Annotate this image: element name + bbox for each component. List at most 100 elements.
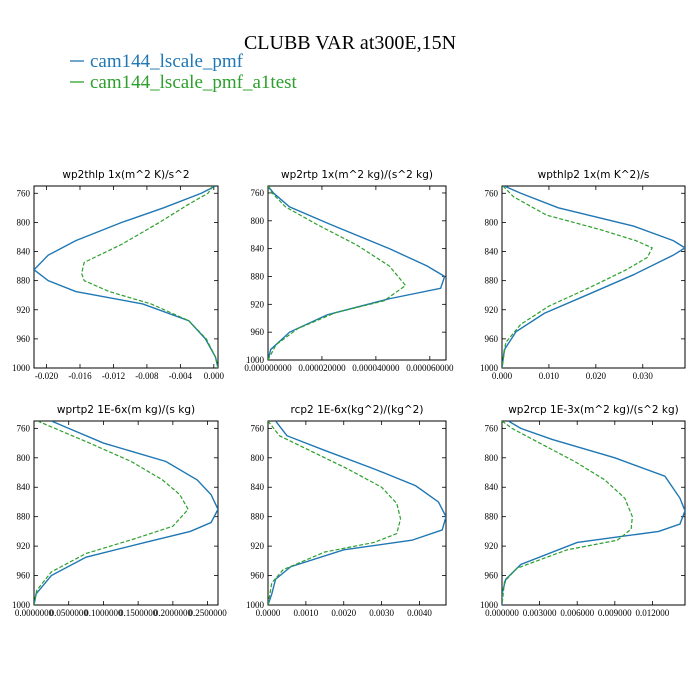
panel-title: rcp2 1E-6x(kg^2)/(kg^2) (291, 404, 424, 416)
panel-title: wp2rcp 1E-3x(m^2 kg)/(s^2 kg) (508, 404, 679, 416)
y-tick-label: 960 (17, 334, 31, 344)
x-tick-label: 0.000000 (485, 608, 519, 618)
x-tick-label: 0.2000000 (154, 608, 193, 618)
x-tick-label: 0.0010 (293, 608, 318, 618)
y-tick-label: 1000 (12, 363, 31, 373)
y-tick-label: 800 (251, 453, 265, 463)
x-tick-label: -0.008 (135, 371, 159, 381)
y-tick-label: 880 (485, 276, 499, 286)
y-tick-label: 880 (251, 271, 265, 281)
x-tick-label: 0.2500000 (188, 608, 227, 618)
plot-frame (33, 185, 219, 369)
figure-title: CLUBB VAR at300E,15N (244, 32, 456, 54)
panels: wp2thlp 1x(m^2 K)/s^2 760 800 840 880 920 960 1… (12, 169, 686, 618)
panel-6: wp2rcp 1E-3x(m^2 kg)/(s^2 kg) 760 800 840 88… (480, 404, 686, 618)
panel-title: wp2rtp 1x(m^2 kg)/(s^2 kg) (281, 169, 433, 181)
y-tick-label: 840 (485, 482, 499, 492)
y-tick-label: 880 (485, 512, 499, 522)
x-tick-label: 0.0020 (331, 608, 356, 618)
y-tick-label: 840 (17, 482, 31, 492)
y-tick-label: 960 (251, 327, 265, 337)
x-tick-label: 0.0040 (407, 608, 432, 618)
y-tick-label: 800 (485, 217, 499, 227)
series-line-2 (81, 186, 218, 368)
series-line-2 (34, 421, 189, 605)
y-tick-label: 1000 (480, 363, 499, 373)
series-line-1 (34, 421, 218, 605)
y-tick-label: 920 (17, 541, 31, 551)
y-tick-label: 960 (17, 571, 31, 581)
panel-title: wprtp2 1E-6x(m kg)/(s kg) (57, 404, 195, 416)
x-tick-label: -0.012 (102, 371, 125, 381)
y-tick-label: 800 (251, 216, 265, 226)
y-tick-label: 960 (251, 571, 265, 581)
plot-frame (267, 185, 447, 361)
x-tick-label: 0.000000000 (244, 363, 292, 373)
series-line-1 (268, 421, 446, 605)
legend-label-series-1: cam144_lscale_pmf (90, 51, 244, 72)
x-tick-label: 0.000 (492, 371, 513, 381)
panel-1: wp2thlp 1x(m^2 K)/s^2 760 800 840 880 920 960 1… (12, 169, 224, 381)
y-tick-label: 840 (251, 482, 265, 492)
y-tick-label: 760 (17, 188, 31, 198)
x-tick-label: 0.1000000 (84, 608, 123, 618)
y-tick-label: 920 (17, 305, 31, 315)
plot-frame (267, 420, 447, 606)
y-tick-label: 760 (485, 188, 499, 198)
legend-label-series-2: cam144_lscale_pmf_a1test (90, 72, 298, 93)
x-tick-label: 0.012000 (636, 608, 670, 618)
y-tick-label: 920 (251, 299, 265, 309)
y-tick-label: 1000 (246, 600, 265, 610)
legend: cam144_lscale_pmf cam144_lscale_pmf_a1te… (70, 51, 298, 93)
y-tick-label: 800 (485, 453, 499, 463)
x-tick-label: 0.0000000 (15, 608, 54, 618)
y-tick-label: 840 (485, 247, 499, 257)
y-tick-label: 1000 (12, 600, 31, 610)
series-line-2 (268, 421, 402, 605)
x-tick-label: 0.000060000 (406, 363, 454, 373)
series-line-2 (268, 186, 407, 360)
plot-frame (33, 420, 219, 606)
panel-title: wpthlp2 1x(m K^2)/s (538, 169, 650, 181)
y-tick-label: 880 (17, 512, 31, 522)
x-tick-label: 0.000040000 (352, 363, 400, 373)
plot-frame (501, 420, 686, 606)
x-tick-label: 0.0500000 (50, 608, 89, 618)
y-tick-label: 840 (17, 247, 31, 257)
y-tick-label: 760 (485, 423, 499, 433)
y-tick-label: 960 (485, 334, 499, 344)
y-tick-label: 800 (17, 217, 31, 227)
x-tick-label: -0.004 (169, 371, 193, 381)
x-tick-label: 0.009000 (598, 608, 632, 618)
series-line-2 (502, 421, 633, 605)
y-tick-label: 1000 (246, 355, 265, 365)
x-tick-label: -0.016 (68, 371, 92, 381)
x-tick-label: -0.020 (35, 371, 59, 381)
x-tick-label: 0.030 (633, 371, 654, 381)
panel-2: wp2rtp 1x(m^2 kg)/(s^2 kg) 760 800 840 880 92… (244, 169, 454, 373)
x-tick-label: 0.020 (586, 371, 607, 381)
y-tick-label: 760 (251, 423, 265, 433)
series-line-2 (502, 186, 653, 368)
y-tick-label: 920 (485, 305, 499, 315)
x-tick-label: 0.010 (539, 371, 560, 381)
x-tick-label: 0.003000 (523, 608, 557, 618)
y-tick-label: 1000 (480, 600, 499, 610)
y-tick-label: 880 (17, 276, 31, 286)
y-tick-label: 840 (251, 244, 265, 254)
x-tick-label: 0.000 (204, 371, 225, 381)
y-tick-label: 960 (485, 571, 499, 581)
y-tick-label: 760 (17, 423, 31, 433)
y-tick-label: 920 (251, 541, 265, 551)
x-tick-label: 0.006000 (560, 608, 594, 618)
x-tick-label: 0.0030 (369, 608, 394, 618)
series-line-1 (268, 186, 446, 360)
x-tick-label: 0.000020000 (298, 363, 346, 373)
panel-3: wpthlp2 1x(m K^2)/s 760 800 840 880 920 960 100… (480, 169, 686, 381)
y-tick-label: 800 (17, 453, 31, 463)
panel-5: rcp2 1E-6x(kg^2)/(kg^2) 760 800 840 880 920 96… (246, 404, 447, 618)
x-tick-label: 0.1500000 (119, 608, 158, 618)
plot-frame (501, 185, 686, 369)
